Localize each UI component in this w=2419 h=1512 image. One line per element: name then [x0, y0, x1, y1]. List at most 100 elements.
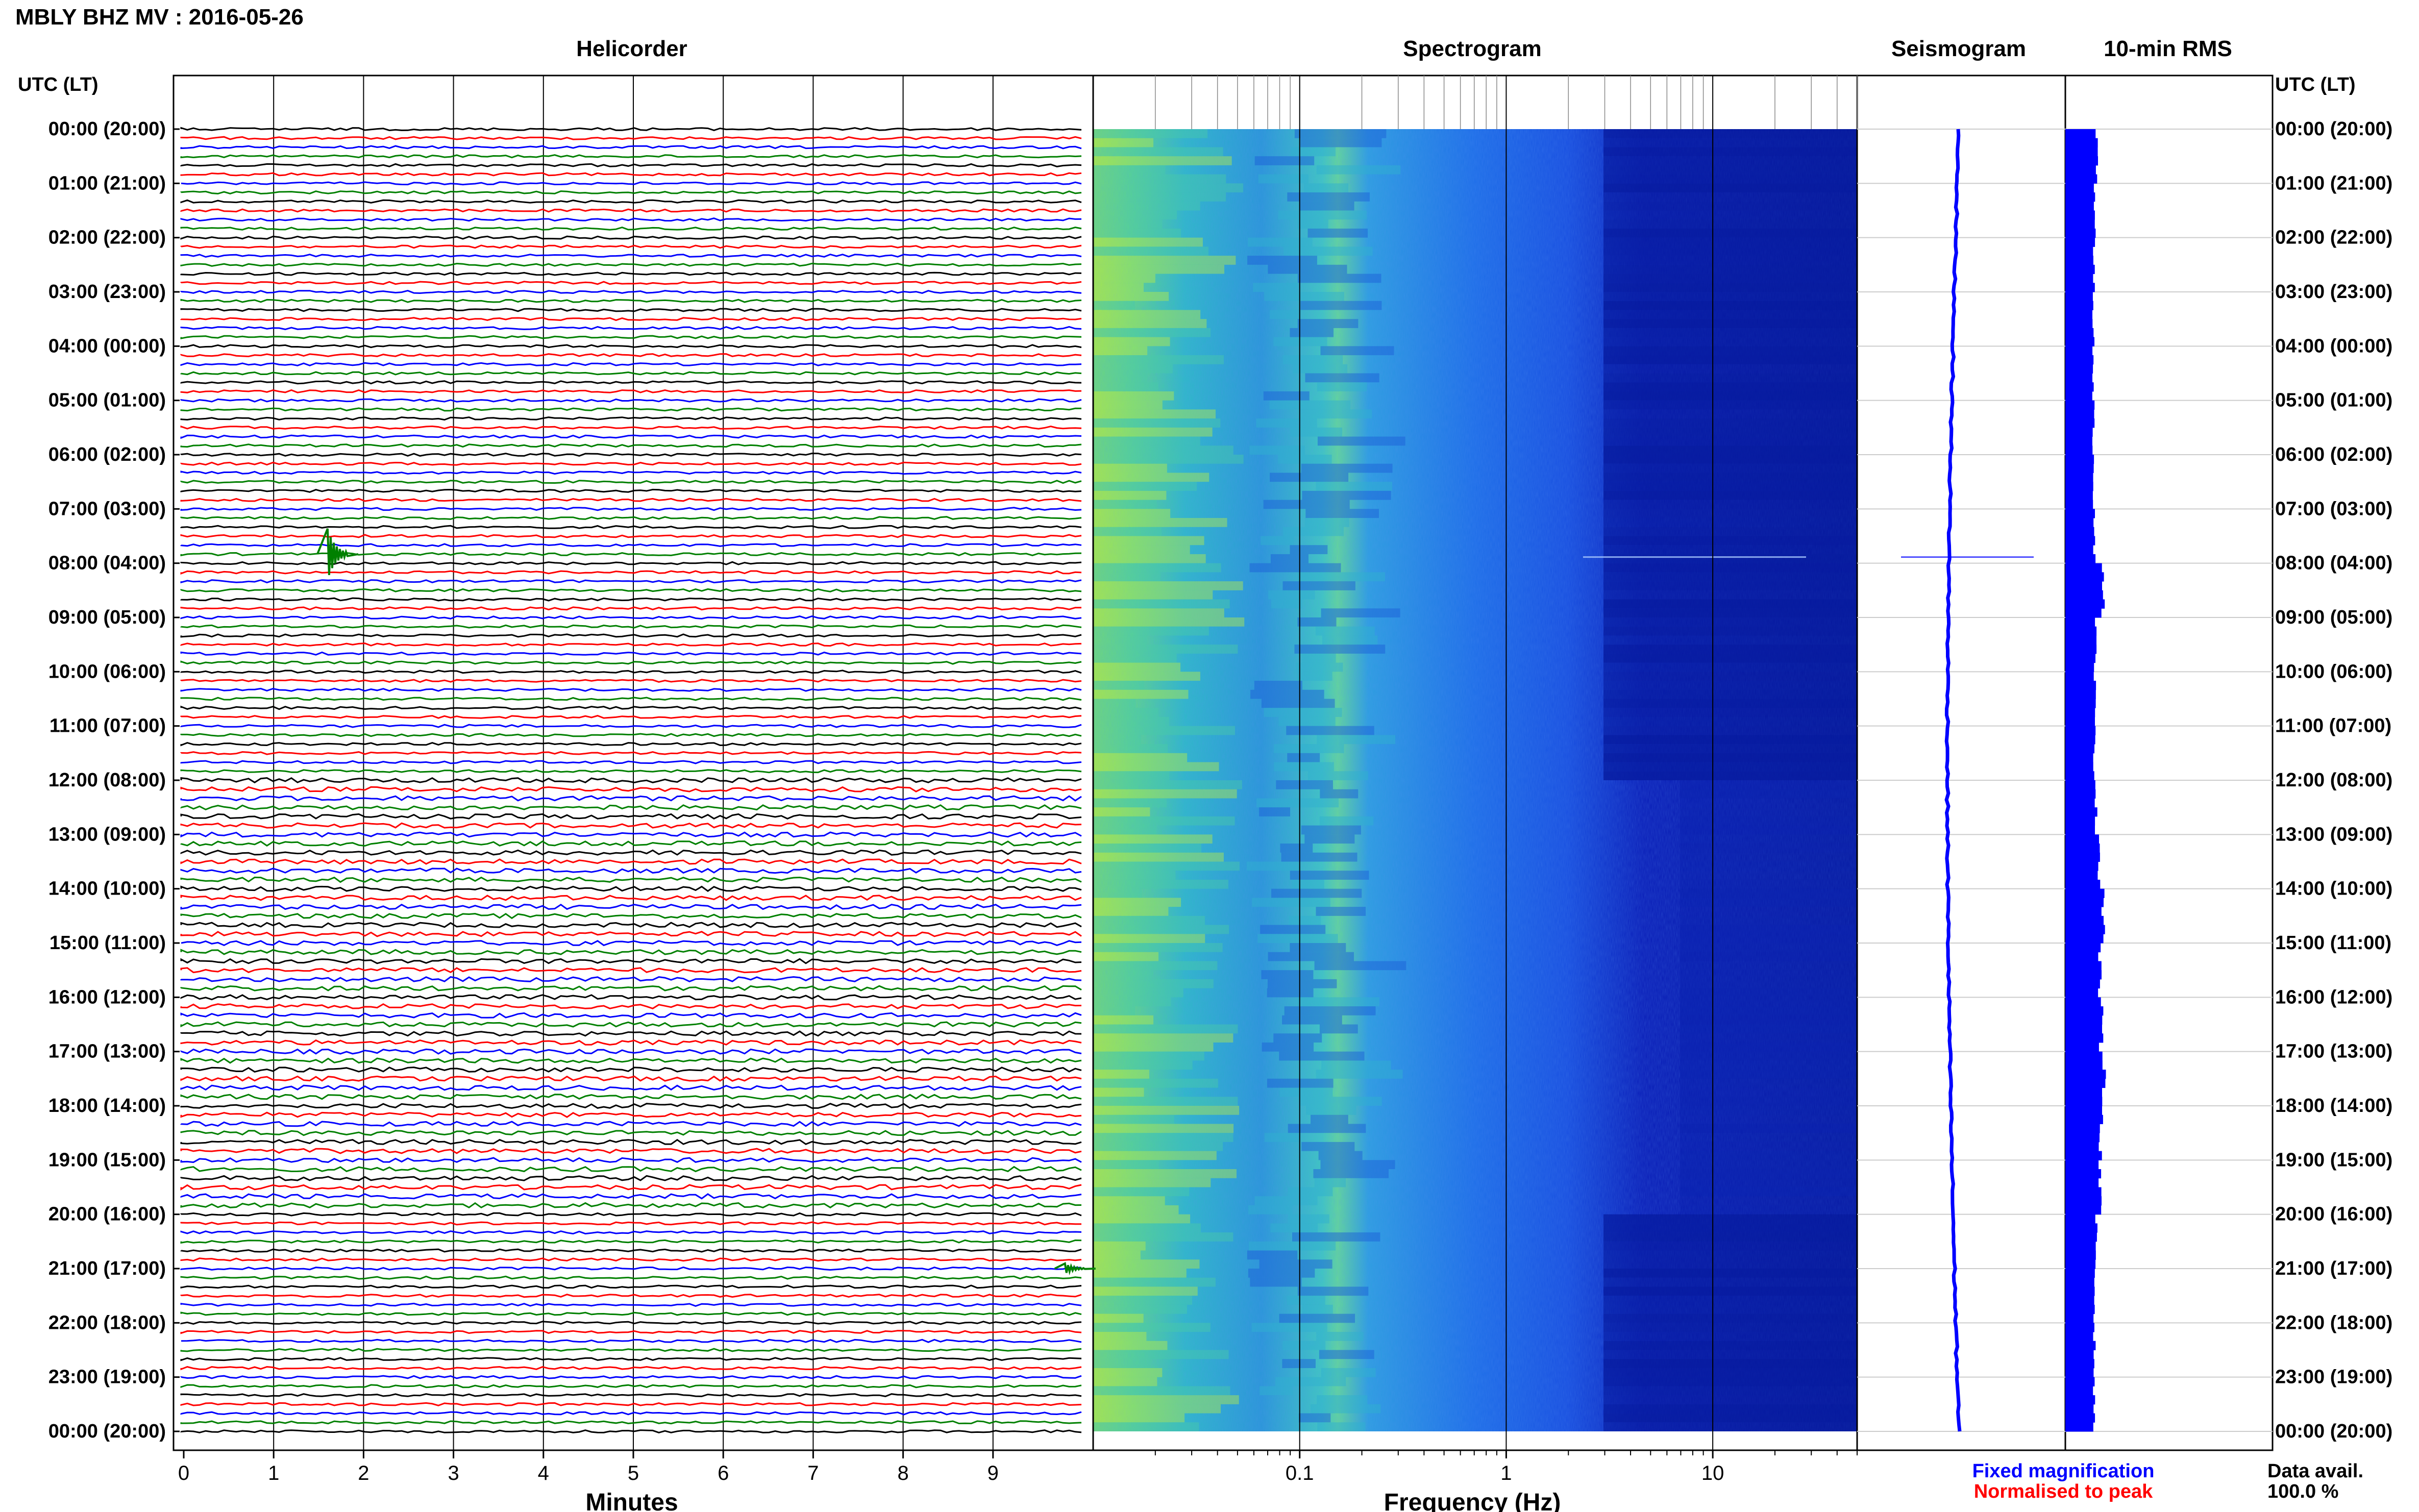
spectrogram-band — [1603, 599, 1857, 609]
spectrogram-band — [1093, 1259, 1200, 1269]
rms-bar — [2065, 925, 2105, 934]
spectrogram-band — [1680, 1169, 1857, 1178]
spectrogram-band — [1093, 490, 1167, 500]
spectrogram-band — [1320, 789, 1359, 799]
rms-bar — [2065, 337, 2094, 346]
spectrogram-band — [1093, 1223, 1201, 1233]
helicorder-trace — [180, 1402, 1082, 1406]
data-avail-value: 100.0 % — [2267, 1481, 2338, 1502]
spectrogram-band — [1275, 1377, 1346, 1386]
spectrogram-band — [1297, 1286, 1369, 1296]
spectrogram-band — [1279, 1051, 1365, 1061]
time-label-left: 20:00 (16:00) — [48, 1204, 166, 1225]
spectrogram-band — [1680, 934, 1857, 943]
spectrogram-band — [1296, 662, 1343, 672]
spectrogram-band — [1269, 400, 1351, 410]
spectrogram-band — [1603, 147, 1857, 157]
time-label-right: 18:00 (14:00) — [2275, 1095, 2392, 1117]
spectrogram-band — [1093, 708, 1158, 717]
seismogram-frame — [1856, 75, 2066, 1451]
spectrogram-band — [1093, 635, 1148, 645]
spectrogram-rows — [1093, 129, 1857, 1431]
spectrogram-band — [1294, 129, 1387, 138]
spectrogram-band — [1680, 1051, 1857, 1061]
spectrogram-band — [1603, 445, 1857, 455]
spectrogram-band — [1093, 210, 1177, 220]
rms-bar — [2065, 129, 2096, 139]
spectrogram-band — [1093, 1187, 1190, 1197]
spectrogram-band — [1317, 382, 1367, 391]
spectrogram-band — [1603, 319, 1857, 328]
rms-bar — [2065, 1304, 2095, 1315]
minute-tick-label: 5 — [628, 1462, 639, 1484]
rms-bar — [2065, 482, 2093, 491]
helicorder-trace — [180, 831, 1082, 838]
spectrogram-band — [1603, 645, 1857, 654]
rms-bar — [2065, 328, 2094, 338]
spectrogram-band — [1603, 1250, 1857, 1260]
spectrogram-band — [1093, 1178, 1211, 1187]
rms-bar — [2065, 1313, 2094, 1323]
spectrogram-band — [1093, 283, 1144, 292]
spectrogram-band — [1247, 1250, 1298, 1260]
spectrogram-band — [1280, 844, 1313, 853]
helicorder-trace — [180, 624, 1082, 629]
spectrogram-band — [1270, 473, 1349, 482]
spectrogram-band — [1290, 871, 1369, 880]
helicorder-trace — [180, 317, 1082, 321]
helicorder-trace — [180, 579, 1082, 584]
helicorder-trace — [180, 705, 1082, 710]
rms-bar — [2065, 952, 2099, 961]
spectrogram-band — [1603, 1377, 1857, 1386]
spectrogram-band — [1093, 590, 1213, 600]
spectrogram-band — [1680, 1078, 1857, 1088]
spectrogram-band — [1603, 237, 1857, 247]
time-label-left: 13:00 (09:00) — [48, 824, 166, 845]
spectrogram-band — [1093, 1250, 1141, 1260]
spectrogram-band — [1680, 1142, 1857, 1151]
rms-bar — [2065, 490, 2093, 501]
rms-bar — [2065, 1404, 2094, 1414]
rms-bar — [2065, 943, 2101, 953]
spectrogram-band — [1093, 1313, 1144, 1323]
spectrogram-band — [1093, 400, 1163, 410]
helicorder-trace — [180, 597, 1082, 602]
spectrogram-band — [1320, 346, 1394, 356]
spectrogram-band — [1249, 445, 1305, 455]
seismogram-trace — [1901, 129, 2034, 1432]
time-label-right: 06:00 (02:00) — [2275, 444, 2392, 465]
spectrogram-band — [1093, 735, 1141, 745]
helicorder-trace — [180, 1321, 1082, 1325]
helicorder-trace — [180, 1103, 1082, 1109]
helicorder-trace — [180, 1348, 1082, 1352]
helicorder-trace — [180, 154, 1082, 159]
rms-bar — [2065, 617, 2095, 627]
helicorder-traces — [180, 127, 1096, 1434]
spectrogram-band — [1603, 662, 1857, 672]
spectrogram-band — [1093, 961, 1218, 971]
spectrogram-band — [1093, 1078, 1218, 1088]
rms-bar — [2065, 183, 2094, 193]
spectrogram-band — [1093, 1024, 1238, 1034]
spectrogram-band — [1248, 1269, 1315, 1278]
spectrogram-band — [1261, 970, 1314, 979]
rms-bar — [2065, 1160, 2099, 1170]
minute-tick-label: 9 — [988, 1462, 999, 1484]
spectrogram-band — [1305, 509, 1379, 518]
spectrogram-band — [1270, 554, 1309, 563]
spectrogram-band — [1297, 672, 1332, 681]
spectrogram-band — [1093, 834, 1213, 844]
rms-bar — [2065, 572, 2104, 582]
rms-bar — [2065, 762, 2093, 772]
helicorder-trace — [180, 543, 1082, 548]
spectrogram-band — [1603, 536, 1857, 546]
spectrogram-band — [1093, 672, 1200, 681]
helicorder-trace — [180, 552, 1082, 557]
spectrogram-band — [1257, 934, 1338, 943]
spectrogram-band — [1603, 436, 1857, 446]
spectrogram-band — [1093, 482, 1197, 491]
spectrogram-band — [1603, 473, 1857, 482]
helicorder-trace — [180, 903, 1082, 910]
spectrogram-band — [1256, 798, 1339, 808]
